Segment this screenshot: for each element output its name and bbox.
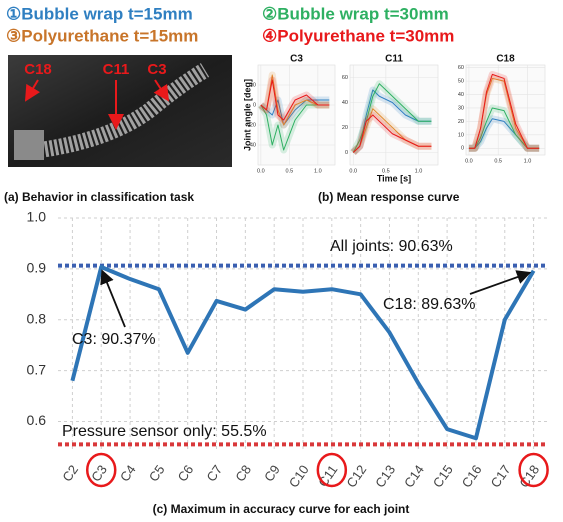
- annotation: Pressure sensor only: 55.5%: [62, 423, 267, 440]
- x-tick-label: C6: [175, 462, 197, 484]
- x-tick-label: 0.0: [349, 168, 357, 174]
- y-tick-label: 0.8: [27, 310, 47, 326]
- y-tick-label: 60: [458, 65, 464, 71]
- y-tick-label: 50: [458, 79, 464, 85]
- photo: C18 C11 C3: [8, 55, 232, 167]
- x-tick-label: C8: [232, 462, 254, 484]
- y-tick-label: 40: [342, 100, 348, 106]
- annotation: C3: 90.37%: [72, 331, 156, 348]
- y-tick-label: 10: [458, 132, 464, 138]
- small-line-chart: 0 10 20 30 40 50 60 0.0 0.5 1.0 C18: [458, 54, 545, 165]
- y-tick-label: 20: [342, 125, 348, 131]
- caption: (a) Behavior in classification task: [4, 190, 194, 204]
- x-tick-label: C13: [372, 462, 398, 490]
- x-tick-label: 0.5: [494, 158, 502, 164]
- y-tick-label: 30: [458, 105, 464, 111]
- y-tick-label: 0: [345, 150, 348, 156]
- robot-base: [14, 130, 44, 160]
- x-tick-label: C9: [261, 462, 283, 484]
- y-tick-label: 0.9: [27, 260, 47, 276]
- x-tick-label: C14: [401, 462, 427, 490]
- y-tick-label: 60: [342, 75, 348, 81]
- y-tick-label: 20: [458, 119, 464, 125]
- y-tick-label: 40: [458, 92, 464, 98]
- annotation: C18: 89.63%: [383, 296, 476, 313]
- x-tick-label: C7: [203, 462, 225, 484]
- x-tick-label: C16: [459, 462, 485, 490]
- x-tick-label: 1.0: [415, 168, 423, 174]
- photo-label: C18: [24, 61, 52, 78]
- x-tick-label: 0.0: [257, 168, 265, 174]
- y-tick-label: 0.7: [27, 361, 47, 377]
- legend-entry: ②Bubble wrap t=30mm: [262, 4, 449, 23]
- photo-label: C11: [103, 61, 130, 78]
- x-tick-label: C17: [488, 462, 514, 490]
- legend-entry: ④Polyurethane t=30mm: [262, 26, 454, 45]
- x-tick-label: C4: [117, 462, 139, 484]
- x-tick-label: C15: [430, 462, 456, 490]
- x-tick-label: 1.0: [524, 158, 532, 164]
- legend-entry: ③Polyurethane t=15mm: [6, 26, 198, 45]
- x-tick-label: 0.5: [286, 168, 294, 174]
- y-tick-label: 0: [253, 102, 256, 108]
- photo-label: C3: [147, 61, 166, 78]
- chart-title: C11: [385, 54, 403, 65]
- chart-title: C3: [290, 54, 303, 65]
- chart-title: C18: [496, 54, 515, 65]
- annotation: All joints: 90.63%: [330, 238, 453, 255]
- annotation-arrow: [102, 271, 125, 327]
- y-tick-label: 0.6: [27, 412, 47, 428]
- x-axis-label: Time [s]: [377, 173, 411, 183]
- figure: C18 C11 C3 ①Bubble wrap t=15mm ②Bubble wr…: [0, 0, 563, 522]
- x-tick-label: C5: [146, 462, 168, 484]
- x-tick-label: C2: [59, 462, 81, 484]
- x-tick-label: 1.0: [314, 168, 322, 174]
- legend-entry: ①Bubble wrap t=15mm: [6, 4, 193, 23]
- y-tick-label: 1.0: [27, 209, 47, 225]
- caption: (b) Mean response curve: [318, 190, 460, 204]
- page: C18 C11 C3 ①Bubble wrap t=15mm ②Bubble wr…: [0, 0, 563, 522]
- caption: (c) Maximum in accuracy curve for each j…: [153, 502, 410, 516]
- y-axis-label: Joint angle [deg]: [242, 79, 252, 151]
- x-tick-label: C12: [343, 462, 369, 490]
- x-tick-label: C10: [286, 462, 312, 490]
- y-tick-label: 0: [461, 146, 464, 152]
- x-tick-label: 0.0: [465, 158, 473, 164]
- legend: ①Bubble wrap t=15mm ②Bubble wrap t=30mm ③P…: [6, 4, 454, 45]
